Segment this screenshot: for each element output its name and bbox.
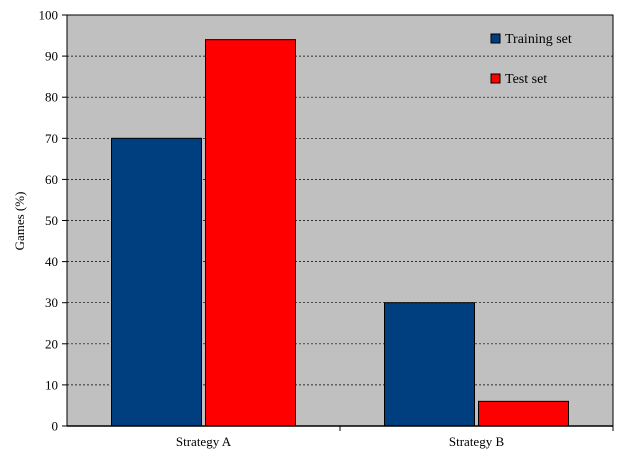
y-tick-label: 60 <box>45 172 58 187</box>
legend-label: Test set <box>505 72 547 87</box>
bar-training-set-strategy-a <box>111 137 202 427</box>
y-axis-ticks: 0 10 20 30 40 50 60 70 80 90 100 <box>39 8 67 434</box>
y-tick-label: 0 <box>52 419 59 434</box>
y-tick-label: 100 <box>39 8 59 23</box>
legend-swatch <box>490 73 501 84</box>
legend: Training set Test set <box>490 32 572 87</box>
y-tick-label: 30 <box>45 295 58 310</box>
y-tick-label: 50 <box>45 213 58 228</box>
x-category-label: Strategy A <box>176 434 232 449</box>
x-category-label: Strategy B <box>449 434 505 449</box>
bar-test-set-strategy-a <box>205 39 296 427</box>
bar-training-set-strategy-b <box>384 302 475 427</box>
y-tick-label: 90 <box>45 49 58 64</box>
y-tick-label: 10 <box>45 377 58 392</box>
y-axis-title: Games (%) <box>12 192 27 251</box>
y-tick-label: 80 <box>45 90 58 105</box>
legend-label: Training set <box>505 32 572 47</box>
bar-test-set-strategy-b <box>478 400 569 427</box>
y-tick-label: 70 <box>45 131 58 146</box>
gridlines <box>67 55 613 386</box>
y-tick-label: 40 <box>45 254 58 269</box>
y-tick-label: 20 <box>45 336 58 351</box>
x-axis-categories: Strategy A Strategy B <box>176 426 614 449</box>
legend-swatch <box>490 33 501 44</box>
bars <box>111 39 569 427</box>
